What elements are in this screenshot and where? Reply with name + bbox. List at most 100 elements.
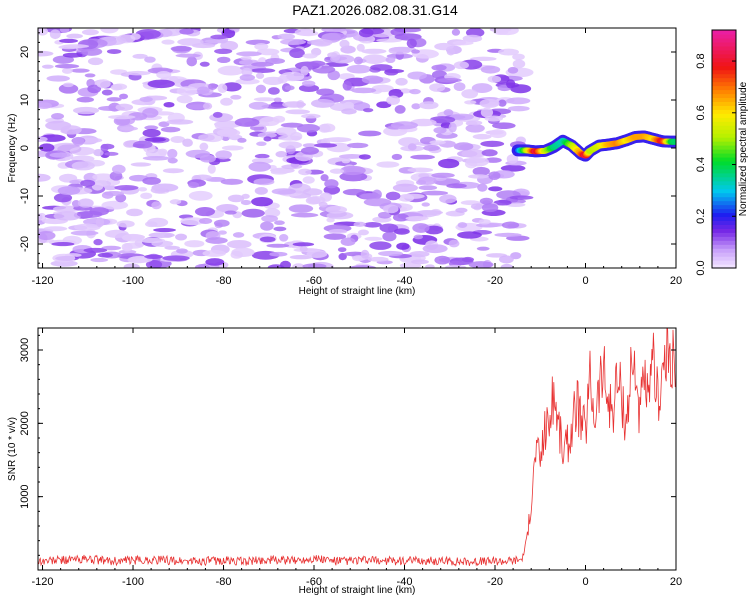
spectrogram-noise-cell [210,34,228,40]
spectrogram-noise-cell [361,48,387,54]
colorbar-segment [712,49,736,55]
spectrogram-noise-cell [196,86,210,95]
spectrogram-noise-cell [142,177,161,185]
spectrogram-noise-cell [280,122,304,128]
spectrogram-noise-cell [198,134,215,142]
spectrogram-noise-cell [446,48,455,56]
spectrogram-noise-cell [506,154,519,164]
y-tick-label: 3000 [19,338,31,362]
spectrogram-noise-cell [89,207,109,216]
spectrogram-noise-cell [262,76,284,86]
spectrogram-noise-cell [338,73,355,80]
spectrogram-noise-cell [329,168,345,174]
y-tick-label: 2000 [19,411,31,435]
snr-line [38,328,676,567]
colorbar-segment [712,117,736,122]
colorbar-label: Normalized spectral amplitude [738,81,749,216]
spectrogram-noise-cell [395,77,408,86]
spectrogram-noise-cell [512,53,525,61]
spectrogram-noise-cell [298,168,312,176]
chart-title: PAZ1.2026.082.08.31.G14 [292,2,458,18]
spectrogram-noise-cell [423,144,440,152]
spectrogram-noise-cell [277,33,296,40]
spectrogram-noise-cell [340,165,366,176]
spectrogram-noise-cell [382,204,399,214]
spectrogram-noise-cell [266,243,290,248]
colorbar-segment [712,61,736,67]
spectrogram-noise-cell [119,126,139,131]
colorbar-tick-label: 0.6 [695,105,707,120]
spectrogram-noise-cell [289,48,305,59]
colorbar-segment [712,184,736,190]
spectrogram-noise-cell [96,79,111,89]
spectrogram-noise-cell [412,223,430,233]
spectrogram-noise-cell [254,186,268,195]
spectrogram-noise-cell [457,222,468,228]
spectrogram-noise-cell [453,142,474,151]
spectrogram-noise-cell [422,244,448,254]
spectrogram-noise-cell [57,186,81,196]
colorbar-segment [712,121,736,126]
spectrogram-noise-cell [182,138,193,147]
spectrogram-noise-cell [179,28,194,35]
spectrogram-noise-cell [69,179,81,185]
spectrogram-noise-cell [234,117,260,127]
spectrogram-noise-cell [256,48,280,56]
spectrogram-noise-cell [115,193,127,203]
spectrogram-noise-cell [83,172,98,182]
spectrogram-noise-cell [217,230,227,235]
spectrogram-noise-cell [296,123,320,133]
spectrogram-noise-cell [230,94,242,100]
colorbar-segment [712,156,736,162]
spectrogram-noise-cell [443,109,454,117]
spectrogram-noise-cell [472,166,490,176]
spectrogram-noise-cell [166,119,194,125]
spectrogram-noise-cell [226,239,252,249]
spectrogram-noise-cell [49,29,61,40]
spectrogram-noise-cell [316,88,335,96]
spectrogram-noise-cell [498,48,520,56]
spectrogram-noise-cell [157,148,168,156]
x-tick-label: -60 [306,275,322,287]
colorbar-segment [712,109,736,114]
spectrogram-noise-cell [58,44,80,50]
spectrogram-noise-cell [175,53,201,58]
spectrogram-noise-cell [360,249,370,259]
spectrogram-noise-cell [160,126,181,133]
spectrogram-noise-cell [284,85,295,91]
colorbar-segment [712,200,736,206]
spectrogram-noise-cell [480,65,501,74]
spectrogram-noise-cell [139,96,153,102]
spectrogram-noise-cell [396,242,410,250]
spectrogram-noise-cell [477,183,488,192]
spectrogram-noise-cell [254,153,270,159]
spectrogram-noise-cell [253,97,276,102]
spectrogram-noise-cell [144,137,166,142]
spectrogram-noise-cell [369,241,392,250]
colorbar-segment [712,224,736,229]
spectrogram-noise-cell [280,260,292,268]
x-tick-label: -80 [216,275,232,287]
spectrogram-noise-cell [391,153,403,161]
spectrogram-noise-cell [308,60,326,67]
spectrogram-noise-cell [324,137,352,143]
spectrogram-noise-cell [478,219,491,225]
spectrogram-noise-cell [127,256,148,264]
spectrogram-noise-cell [140,192,153,200]
spectrogram-noise-cell [256,141,267,147]
spectrogram-noise-cell [101,200,129,210]
spectrogram-noise-cell [321,32,347,41]
spectrogram-noise-cell [510,252,522,260]
colorbar-segment [712,196,736,202]
spectrogram-noise-cell [484,115,504,122]
spectrogram-noise-cell [144,125,159,130]
spectrogram-noise-cell [470,56,497,62]
spectrogram-noise-cell [305,196,321,205]
spectrogram-noise-cell [118,249,137,255]
spectrogram-noise-cell [92,173,115,181]
spectrogram-noise-cell [121,233,145,242]
spectrogram-noise-cell [282,101,306,108]
spectrogram-noise-cell [254,43,269,50]
x-tick-label: 0 [582,576,588,588]
spectrogram-noise-cell [176,248,188,254]
